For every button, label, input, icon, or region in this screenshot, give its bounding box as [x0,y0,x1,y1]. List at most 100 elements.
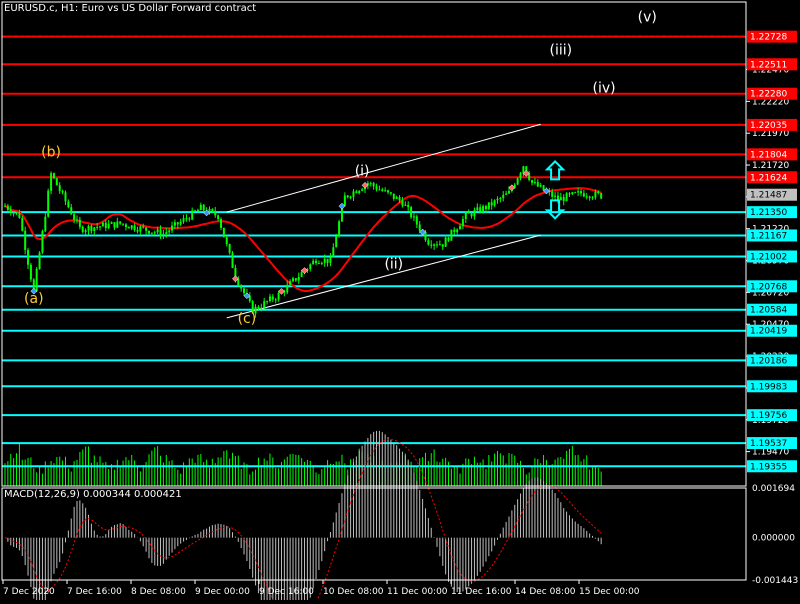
macd-scale-label: 0.001694 [752,484,795,494]
candle-body [585,196,588,198]
candle-body [349,196,352,198]
candle-body [127,227,130,229]
candle-body [251,301,254,314]
candle-body [528,173,531,181]
resistance-price-tag-label: 1.21624 [750,173,787,183]
candle-body [404,204,407,206]
candle-body [559,197,562,201]
candle-body [300,272,303,277]
macd-scale-label: 0.000000 [752,534,795,544]
support-price-tag-label: 1.19983 [750,382,787,392]
arrow-up-icon[interactable] [544,159,566,181]
signal-marker [301,267,308,274]
candle-body [84,230,87,232]
candle-body [407,204,410,208]
candle-body [61,191,64,193]
candle-body [214,210,217,216]
resistance-price-tag-label: 1.22511 [750,60,787,70]
wave-label: (ii) [384,256,403,272]
moving-average [4,187,602,293]
channel-line[interactable] [226,234,541,319]
candle-body [591,197,594,199]
candle-body [260,307,263,309]
candle-body [12,212,15,214]
candle-body [493,200,496,206]
candle-body [571,192,574,195]
candle-body [381,189,384,191]
resistance-price-tag-box [747,58,797,71]
signal-marker [203,209,210,217]
candle-body [124,224,127,228]
candle-body [556,195,559,201]
candle-body [484,206,487,209]
candle-body [456,229,459,233]
resistance-price-tag-box [747,87,797,100]
candle-body [444,237,447,247]
time-tick-label: 14 Dec 08:00 [515,587,576,597]
current-price-tag-label: 1.21487 [750,191,787,201]
candle-body [194,210,197,212]
candle-body [424,231,427,241]
time-tick-label: 11 Dec 00:00 [387,587,448,597]
candle-body [361,189,364,191]
candle-body [165,232,168,234]
price-tick-label: 1.22470 [752,66,789,76]
candle-body [392,193,395,199]
candle-body [104,222,107,229]
candle-body [294,278,297,281]
candle-body [21,218,24,231]
signal-marker [522,170,530,177]
wave-label: (iii) [550,42,573,58]
candle-body [38,252,41,269]
candle-body [148,230,150,234]
candle-body [340,206,343,222]
candle-body [15,212,18,214]
candle-body [315,260,318,264]
symbol-label: EURUSD.c, H1: [4,3,79,14]
price-channel [226,123,541,319]
candle-body [487,202,490,209]
support-price-tag-label: 1.21167 [750,231,787,241]
candle-body [271,296,274,300]
candle-body [594,191,597,198]
candle-body [326,258,329,263]
candle-body [597,191,600,194]
time-tick-label: 11 Dec 16:00 [451,587,512,597]
candle-body [395,197,398,199]
support-price-tag-box [747,303,797,316]
candle-body [156,229,159,233]
candle-body [73,214,76,220]
candle-body [453,229,456,233]
candle-body [220,219,222,228]
candle-body [58,185,61,192]
arrow-down-icon[interactable] [544,199,566,220]
support-price-tag-label: 1.19537 [750,439,787,449]
candle-body [531,180,534,183]
signal-marker [361,181,369,189]
candle-body [525,166,528,174]
candle-body [283,291,286,293]
candle-body [266,301,269,303]
channel-line[interactable] [226,123,541,213]
candle-body [4,205,6,207]
candle-body [369,183,372,185]
candle-body [588,196,591,198]
candle-body [513,184,516,188]
candle-body [44,216,47,232]
wave-label: (i) [355,163,370,179]
support-price-tag-label: 1.20768 [750,282,787,292]
candle-body [234,267,237,279]
candle-body [297,276,300,281]
candle-body [464,212,467,219]
candle-body [490,202,493,206]
moving-average-line [4,187,602,293]
candle-body [355,191,358,194]
price-tick-label: 1.19470 [752,448,789,458]
support-price-tag-box [747,437,797,450]
candle-body [329,256,332,263]
candle-body [542,185,545,191]
candle-body [139,226,142,232]
support-price-tag-box [747,250,797,263]
